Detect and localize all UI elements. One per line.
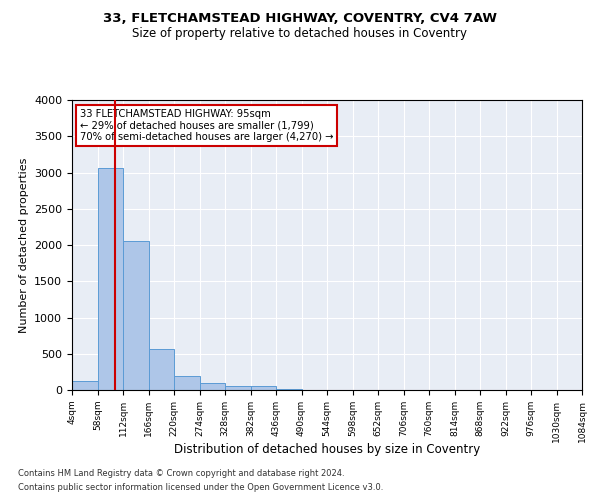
Bar [97, 168, 123, 390]
Text: Size of property relative to detached houses in Coventry: Size of property relative to detached ho… [133, 28, 467, 40]
Text: 33 FLETCHAMSTEAD HIGHWAY: 95sqm
← 29% of detached houses are smaller (1,799)
70%: 33 FLETCHAMSTEAD HIGHWAY: 95sqm ← 29% of… [80, 108, 333, 142]
Bar [174, 376, 199, 390]
Bar [149, 350, 174, 390]
Bar [251, 386, 276, 390]
Text: Distribution of detached houses by size in Coventry: Distribution of detached houses by size … [174, 442, 480, 456]
Y-axis label: Number of detached properties: Number of detached properties [19, 158, 29, 332]
Text: Contains public sector information licensed under the Open Government Licence v3: Contains public sector information licen… [18, 484, 383, 492]
Bar [72, 380, 97, 390]
Bar [123, 240, 149, 390]
Bar [200, 384, 225, 390]
Bar [225, 386, 251, 390]
Text: Contains HM Land Registry data © Crown copyright and database right 2024.: Contains HM Land Registry data © Crown c… [18, 468, 344, 477]
Text: 33, FLETCHAMSTEAD HIGHWAY, COVENTRY, CV4 7AW: 33, FLETCHAMSTEAD HIGHWAY, COVENTRY, CV4… [103, 12, 497, 26]
